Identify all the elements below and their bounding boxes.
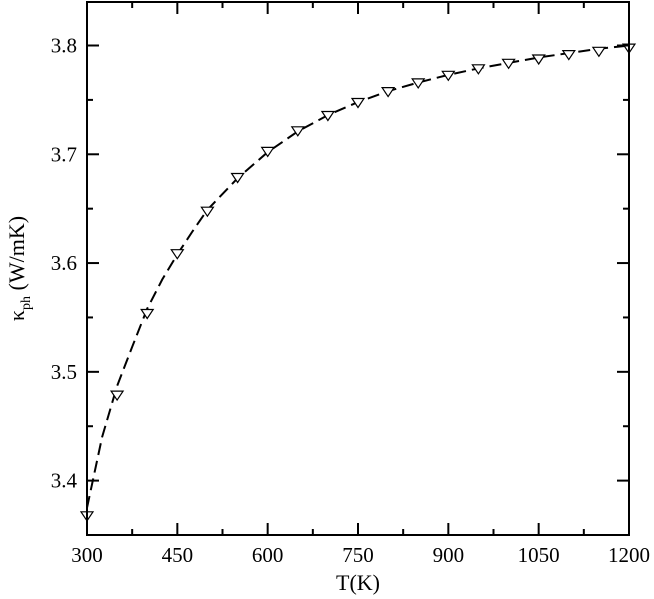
- data-point-marker: [320, 110, 336, 122]
- x-tick-label: 600: [252, 543, 284, 567]
- data-point-marker: [260, 146, 275, 158]
- label-layer: 300 450 600 750 900 1050 1200 3.4 3.5 3.6 3.7 3.8: [51, 34, 650, 567]
- x-tick-label: 1200: [608, 543, 650, 567]
- y-tick-label: 3.7: [51, 142, 77, 166]
- data-point-marker: [471, 64, 486, 75]
- y-tick-label: 3.5: [51, 360, 77, 384]
- x-tick-label: 750: [342, 543, 374, 567]
- y-tick-label: 3.6: [51, 251, 77, 275]
- data-point-marker: [531, 54, 546, 66]
- y-axis-title-unit: (W/mK): [4, 216, 29, 296]
- x-axis-title: T(K): [336, 570, 380, 595]
- data-point-marker: [350, 97, 366, 109]
- data-point-marker: [441, 70, 456, 82]
- data-point-marker: [290, 126, 305, 137]
- y-axis-title: κph (W/mK): [4, 216, 34, 321]
- data-point-marker: [501, 58, 516, 70]
- data-point-marker: [170, 249, 185, 260]
- data-point-marker: [230, 172, 245, 184]
- x-tick-label: 300: [71, 543, 103, 567]
- data-point-marker: [109, 390, 125, 402]
- data-point-marker: [411, 78, 426, 89]
- data-point-marker: [561, 49, 576, 61]
- data-point-marker: [200, 206, 215, 218]
- data-point-marker: [591, 46, 607, 58]
- y-tick-label: 3.4: [51, 469, 78, 493]
- y-tick-label: 3.8: [51, 34, 77, 58]
- y-axis-title-symbol: κ: [4, 310, 29, 321]
- curve-layer: [86, 44, 630, 509]
- y-axis-title-text: κph (W/mK): [4, 216, 34, 321]
- plot-frame: [86, 1, 630, 536]
- marker-layer: [79, 43, 637, 522]
- x-tick-label: 900: [433, 543, 465, 567]
- data-point-marker: [380, 86, 396, 98]
- fit-curve: [86, 44, 630, 509]
- data-point-marker: [140, 308, 155, 320]
- y-axis-title-subscript: ph: [19, 296, 34, 310]
- x-tick-label: 450: [162, 543, 194, 567]
- x-tick-label: 1050: [518, 543, 560, 567]
